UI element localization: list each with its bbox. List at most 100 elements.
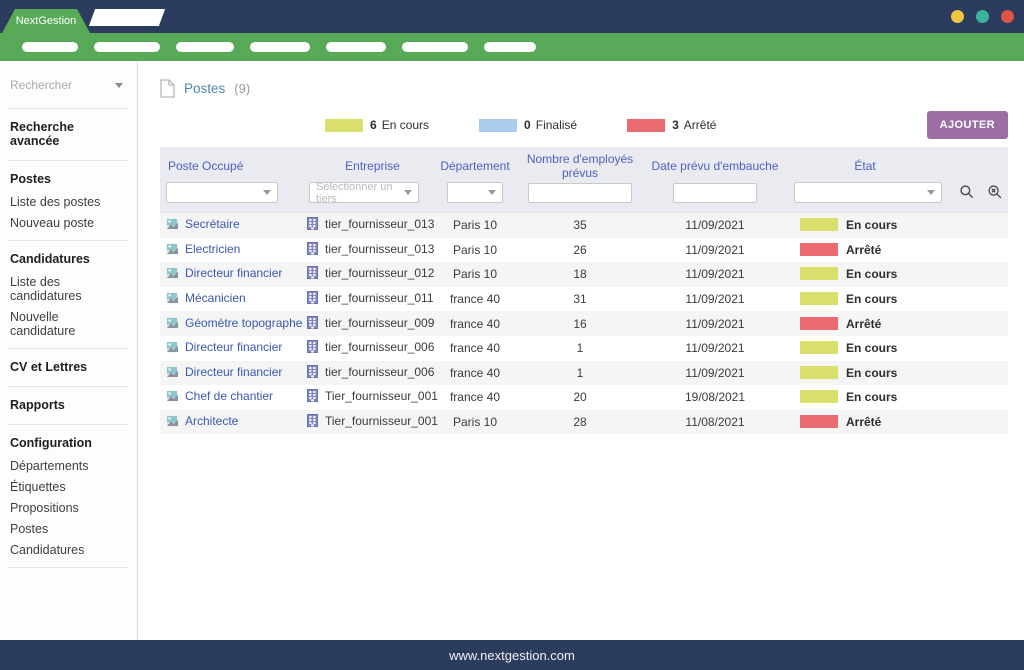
table-row[interactable]: Secrétaire tier_fournisseur_013 Paris 10 3… [160, 213, 1008, 238]
actions-row: 6 En cours 0 Finalisé 3 Arrêté AJOUTER [160, 110, 1008, 140]
poste-link[interactable]: Géomètre topographe [185, 315, 303, 330]
window-dot-red[interactable] [1001, 10, 1014, 23]
cell-departement: Paris 10 [452, 242, 498, 257]
column-header-date[interactable]: Date prévu d'embauche [650, 147, 780, 180]
filter-poste-select[interactable] [166, 182, 278, 203]
sidebar-section-title[interactable]: Postes [10, 172, 51, 186]
footer-url[interactable]: www.nextgestion.com [449, 647, 575, 663]
divider [8, 160, 127, 161]
cell-etat: En cours [780, 336, 950, 361]
page-header: Postes (9) [160, 79, 1008, 98]
brand-tab[interactable]: NextGestion [2, 9, 90, 33]
status-label: En cours [846, 341, 898, 356]
nav-pill[interactable] [94, 42, 160, 52]
status-legend: 6 En cours 0 Finalisé 3 Arrêté [325, 118, 716, 132]
table-row[interactable]: Directeur financier tier_fournisseur_006… [160, 336, 1008, 361]
sidebar-section-title[interactable]: Rapports [10, 398, 65, 412]
sidebar-section-title[interactable]: Candidatures [10, 252, 90, 266]
table-row[interactable]: Chef de chantier Tier_fournisseur_001 fra… [160, 385, 1008, 410]
record-count: (9) [234, 81, 251, 96]
filter-date-input[interactable] [673, 182, 757, 203]
sidebar-section-title[interactable]: Configuration [10, 436, 92, 450]
cell-etat: En cours [780, 262, 950, 287]
sidebar-item[interactable]: Liste des candidatures [10, 274, 82, 303]
search-icon[interactable] [959, 184, 974, 202]
sidebar-item[interactable]: Liste des postes [10, 194, 101, 209]
postes-table: Poste Occupé Entreprise Département Nomb… [160, 147, 1008, 435]
sidebar-section-title[interactable]: Recherche avancée [10, 120, 74, 148]
column-header-poste[interactable]: Poste Occupé [160, 147, 305, 180]
filter-etat-select[interactable] [794, 182, 942, 203]
divider [8, 240, 127, 241]
column-header-departement[interactable]: Département [440, 147, 510, 180]
poste-link[interactable]: Mécanicien [185, 291, 246, 306]
status-swatch [800, 390, 838, 404]
column-header-etat[interactable]: État [780, 147, 950, 180]
nav-pill[interactable] [484, 42, 536, 52]
window-controls [951, 10, 1014, 23]
poste-link[interactable]: Electricien [185, 241, 241, 256]
building-icon [307, 241, 318, 258]
sidebar-item[interactable]: Nouvelle candidature [10, 309, 76, 338]
legend-item: 3 Arrêté [627, 118, 716, 132]
cell-departement: france 40 [449, 390, 501, 405]
status-swatch [800, 341, 838, 355]
clear-search-icon[interactable] [987, 184, 1003, 202]
table-row[interactable]: Electricien tier_fournisseur_013 Paris 10… [160, 238, 1008, 263]
cell-poste: Géomètre topographe [160, 311, 305, 336]
cell-departement: france 40 [449, 292, 501, 307]
filter-departement-select[interactable] [447, 182, 503, 203]
poste-link[interactable]: Directeur financier [185, 266, 283, 281]
building-icon [307, 315, 318, 332]
cell-departement: france 40 [449, 365, 501, 380]
cell-poste: Directeur financier [160, 262, 305, 287]
footer-bar: www.nextgestion.com [0, 640, 1024, 670]
column-header-nombre[interactable]: Nombre d'employés prévus [510, 147, 650, 180]
add-button[interactable]: AJOUTER [926, 111, 1008, 139]
active-tab-placeholder[interactable] [88, 9, 166, 26]
sidebar-item[interactable]: Étiquettes [10, 479, 66, 494]
legend-item: 6 En cours [325, 118, 429, 132]
column-header-entreprise[interactable]: Entreprise [305, 147, 440, 180]
nav-pill[interactable] [326, 42, 386, 52]
cell-actions [950, 287, 1008, 312]
poste-icon [166, 366, 178, 381]
cell-date: 11/09/2021 [685, 242, 745, 257]
sidebar-item[interactable]: Candidatures [10, 542, 85, 557]
poste-link[interactable]: Architecte [185, 414, 239, 429]
sidebar-item[interactable]: Postes [10, 521, 49, 536]
page-title[interactable]: Postes [184, 81, 226, 96]
sidebar-item[interactable]: Nouveau poste [10, 215, 95, 230]
window-dot-teal[interactable] [976, 10, 989, 23]
legend-swatch [627, 118, 666, 132]
status-label: En cours [846, 365, 898, 380]
nav-pill[interactable] [22, 42, 78, 52]
legend-count: 3 [672, 118, 679, 132]
poste-link[interactable]: Chef de chantier [185, 389, 274, 404]
poste-icon [166, 243, 178, 258]
table-row[interactable]: Géomètre topographe tier_fournisseur_009… [160, 311, 1008, 336]
nav-pill[interactable] [402, 42, 468, 52]
table-row[interactable]: Mécanicien tier_fournisseur_011 france 40… [160, 287, 1008, 312]
sidebar-search-select[interactable]: Rechercher [8, 75, 127, 101]
table-filter-row: Sélectionner un tiers [160, 180, 1008, 213]
table-row[interactable]: Architecte Tier_fournisseur_001 Paris 10 2… [160, 409, 1008, 435]
sidebar-item[interactable]: Départements [10, 458, 89, 473]
document-icon [160, 79, 175, 98]
nav-pill[interactable] [176, 42, 234, 52]
status-label: En cours [846, 267, 898, 282]
sidebar-item[interactable]: Propositions [10, 500, 79, 515]
nav-pill[interactable] [250, 42, 310, 52]
table-row[interactable]: Directeur financier tier_fournisseur_006… [160, 360, 1008, 386]
sidebar-section-title[interactable]: CV et Lettres [10, 360, 88, 374]
poste-link[interactable]: Directeur financier [185, 340, 283, 355]
divider [8, 424, 127, 425]
filter-entreprise-select[interactable]: Sélectionner un tiers [309, 181, 419, 205]
cell-entreprise: tier_fournisseur_009 [305, 311, 440, 336]
cell-departement: Paris 10 [452, 267, 498, 282]
window-dot-yellow[interactable] [951, 10, 964, 23]
filter-nombre-input[interactable] [528, 182, 632, 203]
poste-link[interactable]: Directeur financier [185, 364, 283, 379]
poste-link[interactable]: Secrétaire [185, 217, 240, 232]
table-row[interactable]: Directeur financier tier_fournisseur_012… [160, 262, 1008, 287]
